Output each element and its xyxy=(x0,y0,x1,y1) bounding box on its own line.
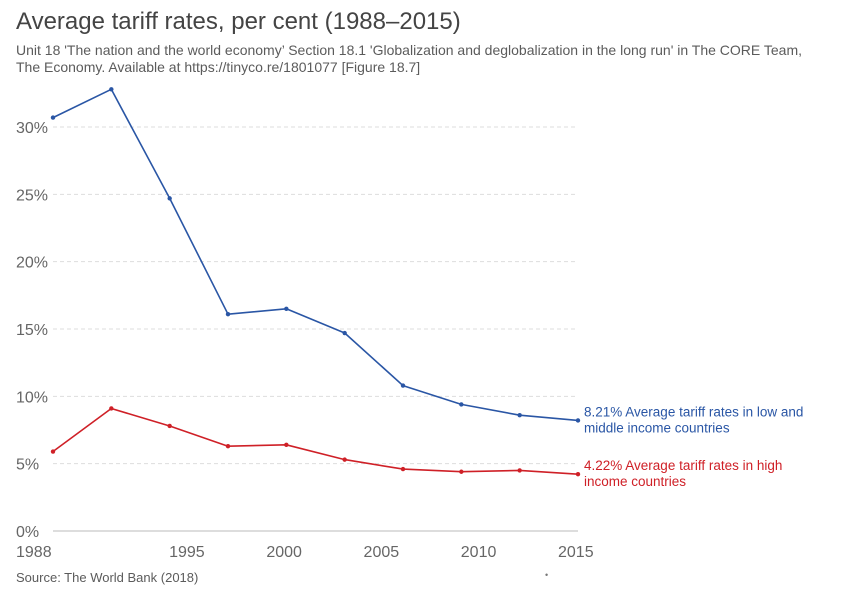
series-end-label: 8.21% Average tariff rates in low and xyxy=(584,404,803,419)
y-axis-ticks: 0% 5% 10% 15% 20% 25% 30% xyxy=(16,120,48,541)
x-tick-label: 1995 xyxy=(169,544,205,561)
chart-subtitle: Unit 18 'The nation and the world econom… xyxy=(16,42,803,75)
x-tick-label: 2000 xyxy=(266,544,302,561)
series-line xyxy=(52,88,579,422)
data-point xyxy=(459,469,464,474)
gridlines xyxy=(53,126,578,532)
data-point xyxy=(517,412,522,418)
y-tick-label: 0% xyxy=(16,524,39,541)
data-point xyxy=(50,115,56,120)
data-point xyxy=(342,330,347,336)
x-tick-label: 2015 xyxy=(558,544,594,561)
y-tick-label: 20% xyxy=(16,255,48,272)
data-point xyxy=(284,442,289,448)
chart-title: Average tariff rates, per cent (1988–201… xyxy=(16,8,461,35)
x-tick-label: 2010 xyxy=(461,544,497,561)
series-end-label: income countries xyxy=(584,474,686,489)
source-note: Source: The World Bank (2018) xyxy=(16,570,199,585)
data-point xyxy=(109,87,114,92)
data-point xyxy=(50,449,56,454)
footer-dot: • xyxy=(545,570,549,580)
data-point xyxy=(517,468,522,473)
series-lines xyxy=(50,87,581,477)
y-tick-label: 10% xyxy=(16,389,48,406)
data-point xyxy=(284,306,289,311)
series-end-labels: 8.21% Average tariff rates in low andmid… xyxy=(584,404,803,489)
data-point xyxy=(109,406,114,411)
series-2 xyxy=(50,406,581,477)
data-point xyxy=(167,196,172,201)
y-tick-label: 30% xyxy=(16,120,48,137)
y-tick-label: 5% xyxy=(16,457,39,474)
data-point xyxy=(575,471,581,477)
data-point xyxy=(575,418,581,423)
data-point xyxy=(400,383,406,388)
series-line xyxy=(52,407,579,475)
data-point xyxy=(459,402,464,407)
series-end-label: middle income countries xyxy=(584,420,730,435)
series-end-label: 4.22% Average tariff rates in high xyxy=(584,458,782,473)
x-tick-label: 2005 xyxy=(364,544,400,561)
data-point xyxy=(342,457,347,462)
data-point xyxy=(167,423,172,429)
x-axis-ticks: 1988 1995 2000 2005 2010 2015 xyxy=(16,544,594,561)
y-tick-label: 25% xyxy=(16,187,48,204)
data-point xyxy=(225,311,231,317)
x-tick-label: 1988 xyxy=(16,544,52,561)
y-tick-label: 15% xyxy=(16,322,48,339)
data-point xyxy=(225,443,231,449)
data-point xyxy=(400,466,406,472)
series-1 xyxy=(50,87,581,423)
